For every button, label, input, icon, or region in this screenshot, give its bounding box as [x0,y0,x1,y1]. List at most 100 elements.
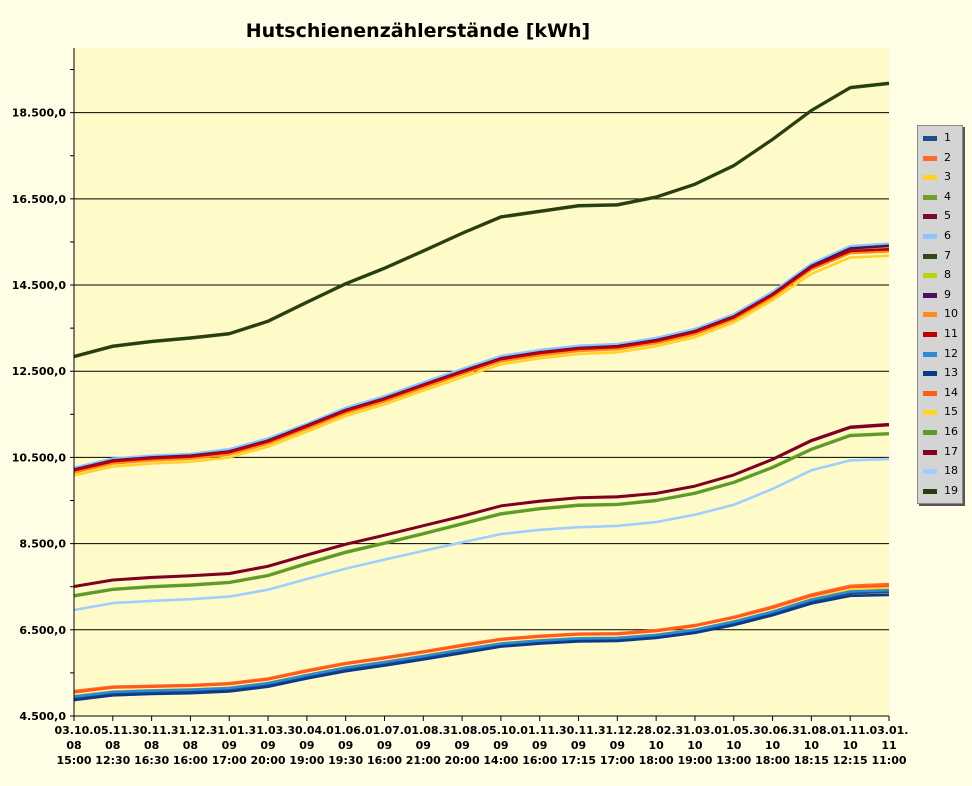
legend-item-6: 6 [923,229,963,243]
legend-swatch [923,371,937,377]
legend-label: 5 [944,209,951,223]
x-tick-label-11: 05.10. 09 14:00 [481,724,520,767]
x-tick-label-19: 31.08. 10 18:15 [792,724,831,767]
chart-title: Hutschienenzählerstände [kWh] [245,20,591,42]
legend-item-17: 17 [923,445,963,459]
legend-swatch [923,155,937,161]
legend-swatch [923,312,937,318]
series-line-6 [73,242,890,470]
x-tick-label-2: 30.11. 08 16:30 [132,724,171,767]
legend-swatch [923,469,937,475]
x-tick-label-0: 03.10. 08 15:00 [55,724,94,767]
legend-item-2: 2 [923,151,963,165]
x-tick-label-20: 01.11. 10 12:15 [831,724,870,767]
x-tick-label-13: 30.11. 09 17:15 [559,724,598,767]
legend-label: 3 [944,170,951,184]
series-line-17 [73,423,890,588]
x-tick-label-5: 31.03. 09 20:00 [249,724,288,767]
legend-item-15: 15 [923,405,963,419]
x-tick-label-9: 01.08. 09 21:00 [404,724,443,767]
y-tick-label-7: 18.500,0 [12,107,67,120]
x-tick-label-18: 30.06. 10 18:00 [753,724,792,767]
plot-background [74,48,889,716]
legend-swatch [923,332,937,337]
series-line-15 [73,254,890,477]
legend-item-16: 16 [923,425,963,439]
legend-label: 14 [944,385,958,399]
series-line-18 [73,457,890,612]
legend-swatch [923,214,937,220]
legend-label: 17 [944,444,958,458]
legend-label: 2 [944,150,951,164]
legend-item-8: 8 [923,268,963,282]
series-line-14 [73,584,890,694]
x-tick-label-7: 01.06. 09 19:30 [326,724,365,767]
legend-label: 18 [944,464,958,478]
x-tick-label-6: 30.04. 09 19:00 [287,724,326,767]
legend-swatch [923,430,937,435]
x-tick-label-17: 01.05. 10 13:00 [714,724,753,767]
legend-label: 13 [944,366,958,380]
legend-swatch [923,351,937,357]
series-line-13 [73,593,890,702]
y-tick-label-1: 6.500,0 [19,624,66,637]
legend-item-1: 1 [923,131,963,145]
series-lines [73,81,890,702]
legend-label: 8 [944,268,951,282]
plot-area [74,48,889,716]
series-line-12 [73,588,890,698]
legend-label: 16 [944,425,958,438]
x-tick-label-4: 31.01. 09 17:00 [210,724,249,767]
legend-label: 10 [944,307,958,321]
y-tick-label-4: 12.500,0 [12,365,67,378]
x-tick-label-16: 31.03. 10 19:00 [675,724,714,767]
series-line-11 [73,248,890,472]
legend-item-4: 4 [923,190,963,204]
legend-item-12: 12 [923,347,963,361]
x-tick-label-12: 01.11. 09 16:00 [520,724,559,767]
legend-item-11: 11 [923,327,963,341]
legend-item-14: 14 [923,386,963,400]
legend-item-9: 9 [923,288,963,302]
y-tick-label-3: 10.500,0 [12,451,67,464]
legend-swatch [923,136,937,141]
legend-swatch [923,390,937,396]
legend-label: 7 [944,248,951,262]
y-tick-label-0: 4.500,0 [19,710,66,723]
legend-swatch [923,449,937,455]
x-tick-label-8: 01.07. 09 16:00 [365,724,404,767]
legend-label: 19 [944,483,958,497]
legend-swatch [923,175,937,181]
legend-swatch [923,194,937,200]
series-line-16 [73,432,890,598]
series-line-19 [73,81,890,358]
legend-label: 11 [944,327,958,340]
x-tick-label-1: 05.11. 08 12:30 [93,724,132,767]
x-tick-label-21: 03.01. 11 11:00 [870,724,909,767]
legend-swatch [923,410,937,416]
y-tick-label-5: 14.500,0 [12,279,67,292]
series-line-10 [73,250,890,474]
legend-item-10: 10 [923,307,963,321]
legend-label: 4 [944,189,951,203]
legend-swatch [923,292,937,298]
legend-item-3: 3 [923,170,963,184]
x-tick-label-15: 28.02. 10 18:00 [637,724,676,767]
legend-item-5: 5 [923,209,963,223]
legend-item-18: 18 [923,464,963,478]
x-tick-label-10: 31.08. 09 20:00 [443,724,482,767]
legend-swatch [923,488,937,494]
x-tick-label-14: 31.12. 09 17:00 [598,724,637,767]
axes: 4.500,0 6.500,0 8.500,0 10.500,0 12.500,0 14.… [12,48,909,767]
legend-swatch [923,253,937,259]
legend-swatch [923,234,937,239]
y-tick-label-2: 8.500,0 [19,538,66,551]
legend-swatch [923,273,937,279]
legend-item-19: 19 [923,484,963,498]
legend-label: 15 [944,405,958,419]
legend-label: 9 [944,287,951,301]
legend-item-13: 13 [923,366,963,380]
legend-label: 1 [944,131,951,144]
legend-item-7: 7 [923,249,963,263]
